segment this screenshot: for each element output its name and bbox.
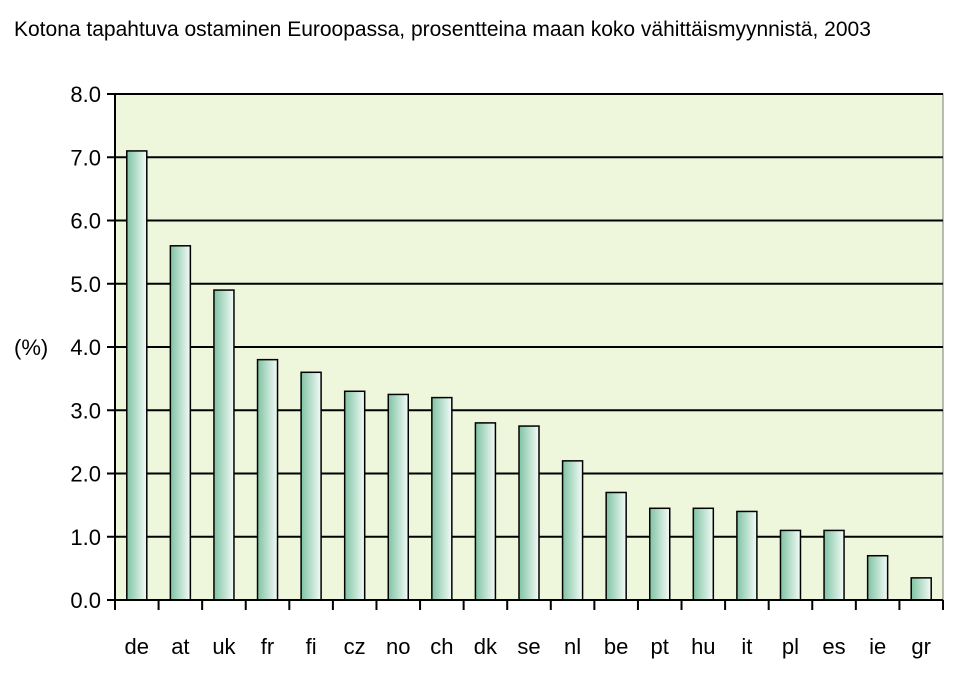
y-tick-label: 7.0 [70, 145, 101, 170]
x-tick-label: cz [344, 634, 366, 659]
x-tick-label: nl [564, 634, 581, 659]
x-tick-label: se [517, 634, 540, 659]
bar-it [736, 510, 758, 601]
gridlines [115, 93, 943, 538]
x-tick-label: fi [306, 634, 317, 659]
x-tick-label: de [125, 634, 149, 659]
bar-no [387, 393, 410, 601]
bar-ie [866, 554, 889, 601]
x-tick-label: pl [782, 634, 799, 659]
bar-cz [343, 390, 366, 601]
x-tick-label: be [604, 634, 628, 659]
x-tick-label: at [171, 634, 189, 659]
chart-title: Kotona tapahtuva ostaminen Euroopassa, p… [14, 18, 871, 41]
axes [107, 93, 944, 610]
x-tick-label: dk [474, 634, 498, 659]
x-tick-label: ie [869, 634, 886, 659]
y-axis-label: (%) [14, 335, 48, 360]
x-tick-labels: de at uk fr fi cz no ch dk se nl be pt hu it pl es ie gr [125, 634, 931, 659]
x-tick-label: fr [261, 634, 274, 659]
bar-dk [474, 422, 497, 601]
x-tick-label: es [822, 634, 845, 659]
y-tick-label: 8.0 [70, 82, 101, 107]
y-tick-label: 3.0 [70, 398, 101, 423]
y-tick-label: 2.0 [70, 462, 101, 487]
y-tick-labels: 0.0 1.0 2.0 3.0 4.0 5.0 6.0 7.0 8.0 [70, 82, 101, 613]
bar-be [605, 491, 627, 601]
y-tick-label: 5.0 [70, 272, 101, 297]
bar-at [169, 245, 192, 601]
bar-gr [910, 577, 932, 601]
y-tick-label: 0.0 [70, 588, 101, 613]
bar-fr [256, 358, 279, 601]
bar-de [126, 150, 148, 601]
y-tick-label: 6.0 [70, 209, 101, 234]
x-tick-label: uk [212, 634, 236, 659]
bar-fi [300, 371, 322, 601]
x-tick-label: no [386, 634, 410, 659]
bar-nl [561, 460, 584, 601]
bar-pl [779, 529, 802, 601]
x-tick-label: hu [691, 634, 715, 659]
bar-hu [692, 507, 715, 601]
x-tick-label: pt [651, 634, 669, 659]
bar-pt [648, 507, 671, 601]
y-tick-label: 1.0 [70, 525, 101, 550]
x-tick-label: gr [911, 634, 931, 659]
x-tick-label: ch [430, 634, 453, 659]
y-tick-label: 4.0 [70, 335, 101, 360]
bar-es [823, 529, 845, 601]
bar-se [518, 425, 540, 601]
x-tick-label: it [741, 634, 752, 659]
bar-ch [431, 396, 453, 601]
bar-uk [213, 289, 235, 601]
